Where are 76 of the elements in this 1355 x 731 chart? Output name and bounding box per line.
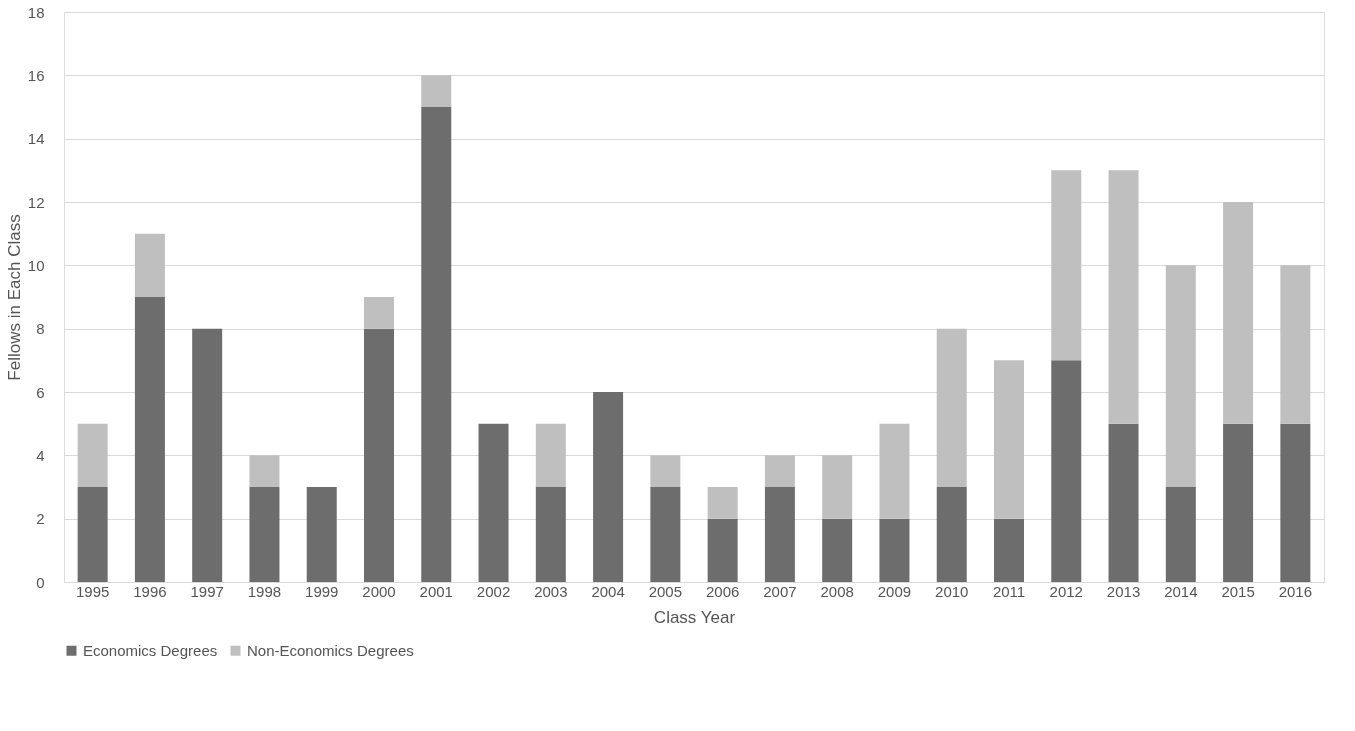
bar (1280, 265, 1311, 424)
bar (822, 518, 853, 582)
bar (879, 423, 910, 519)
x-tick-label: 2005 (648, 582, 683, 600)
bar (192, 328, 223, 582)
bar (77, 487, 108, 582)
bar (764, 455, 795, 487)
bar (650, 487, 681, 582)
bar (134, 297, 165, 582)
bar (421, 107, 452, 582)
y-axis-title: Fellows in Each Class (4, 214, 24, 381)
legend-label: Non-Economics Degrees (247, 641, 414, 659)
bar (1223, 202, 1254, 424)
x-tick-label: 2011 (992, 582, 1026, 600)
x-tick-label: 1997 (190, 582, 224, 600)
bar (249, 455, 280, 487)
bar (249, 487, 280, 582)
bar (822, 455, 853, 519)
bar (421, 75, 452, 107)
x-axis-title: Class Year (653, 607, 736, 627)
y-tick-label: 0 (36, 573, 45, 591)
x-tick-label: 2014 (1164, 582, 1198, 600)
bar (593, 392, 624, 582)
bar (306, 487, 337, 582)
x-tick-label: 1998 (247, 582, 282, 600)
x-tick-label: 2006 (705, 582, 740, 600)
bar (650, 455, 681, 487)
y-tick-label: 16 (27, 66, 45, 84)
bar (707, 518, 738, 582)
x-tick-label: 2010 (935, 582, 969, 600)
bar (364, 328, 394, 582)
y-tick-label: 10 (27, 256, 45, 274)
x-tick-label: 2004 (591, 582, 625, 600)
x-tick-label: 1999 (305, 582, 339, 600)
x-tick-label: 1995 (75, 582, 110, 600)
bar (1165, 265, 1196, 487)
x-tick-label: 2007 (763, 582, 797, 600)
x-tick-label: 2009 (877, 582, 912, 600)
bar (134, 233, 165, 297)
bar (1108, 423, 1139, 582)
bar (994, 360, 1024, 519)
x-tick-label: 1996 (133, 582, 167, 600)
y-tick-label: 18 (27, 3, 45, 21)
y-tick-label: 14 (27, 130, 45, 148)
y-tick-label: 2 (36, 510, 45, 528)
x-tick-label: 2015 (1221, 582, 1255, 600)
x-tick-label: 2000 (362, 582, 396, 600)
x-tick-label: 2013 (1106, 582, 1141, 600)
bar (879, 518, 910, 582)
bar (364, 297, 394, 329)
bar (1051, 360, 1082, 582)
y-tick-label: 8 (36, 320, 45, 338)
bar (707, 487, 738, 519)
x-tick-label: 2016 (1278, 582, 1313, 600)
bar (535, 487, 566, 582)
legend-label: Economics Degrees (83, 641, 218, 659)
bar (478, 423, 509, 582)
bar (535, 423, 566, 487)
bar (994, 518, 1024, 582)
x-tick-label: 2012 (1049, 582, 1083, 600)
bar (77, 423, 108, 487)
bar (1223, 423, 1254, 582)
bar (1280, 423, 1311, 582)
y-tick-label: 6 (36, 383, 45, 401)
x-tick-label: 2003 (534, 582, 568, 600)
bar (1051, 170, 1082, 361)
x-tick-label: 2008 (820, 582, 854, 600)
bar (764, 487, 795, 582)
x-tick-label: 2001 (419, 582, 453, 600)
x-tick-label: 2002 (476, 582, 511, 600)
y-tick-label: 4 (36, 446, 45, 464)
bar (936, 328, 967, 487)
bar (936, 487, 967, 582)
bar (1108, 170, 1139, 424)
bar (1165, 487, 1196, 582)
y-tick-label: 12 (27, 193, 45, 211)
